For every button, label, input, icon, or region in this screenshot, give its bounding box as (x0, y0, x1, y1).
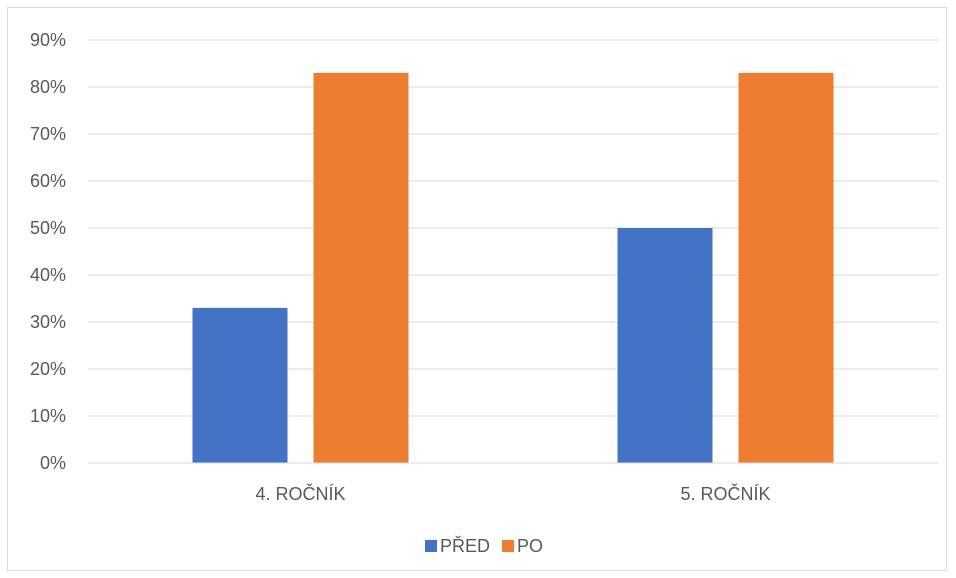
y-tick-label: 30% (30, 312, 66, 332)
bar-po-2 (738, 72, 834, 464)
legend-label-po: PO (517, 536, 543, 556)
y-tick-label: 60% (30, 171, 66, 191)
y-axis-tick-labels: 0% 10% 20% 30% 40% 50% 60% 70% 80% 90% (30, 30, 66, 473)
y-tick-label: 0% (40, 453, 66, 473)
y-tick-label: 40% (30, 265, 66, 285)
bar-po-1 (313, 72, 409, 464)
legend: PŘED PO (425, 536, 543, 556)
y-tick-label: 10% (30, 406, 66, 426)
bar-před-1 (192, 307, 288, 463)
legend-swatch-po (502, 540, 514, 552)
bars (192, 72, 834, 464)
y-tick-label: 20% (30, 359, 66, 379)
y-tick-label: 70% (30, 124, 66, 144)
x-axis-category-labels: 4. ROČNÍK 5. ROČNÍK (255, 483, 770, 504)
x-category-label: 4. ROČNÍK (255, 483, 345, 504)
x-category-label: 5. ROČNÍK (680, 483, 770, 504)
y-tick-label: 90% (30, 30, 66, 50)
bar-před-2 (617, 228, 713, 463)
y-tick-label: 80% (30, 77, 66, 97)
y-tick-label: 50% (30, 218, 66, 238)
legend-label-před: PŘED (440, 536, 490, 556)
legend-swatch-před (425, 540, 437, 552)
